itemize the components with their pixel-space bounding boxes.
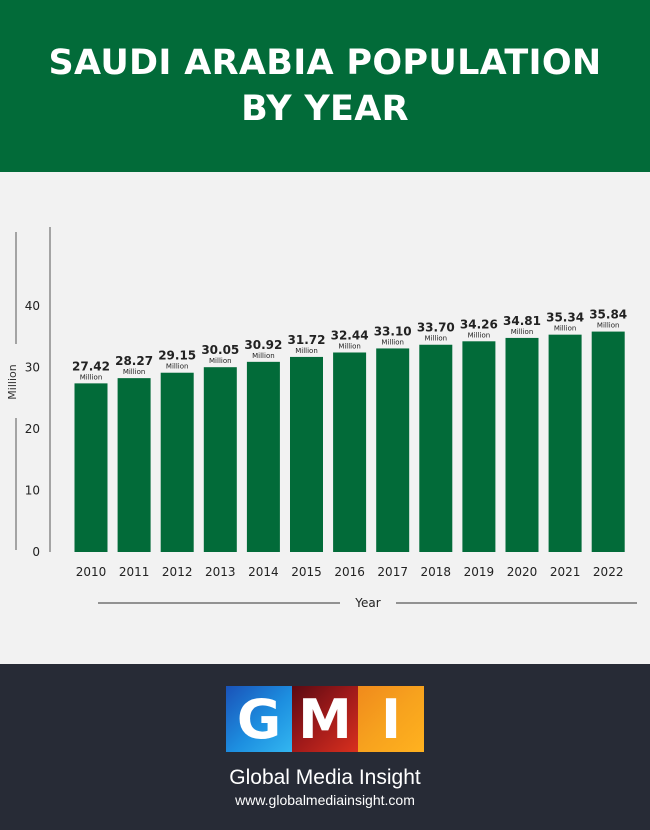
x-tick-label: 2019 bbox=[464, 565, 495, 579]
x-tick-label: 2010 bbox=[76, 565, 107, 579]
bar-unit-label: Million bbox=[80, 373, 103, 381]
x-tick-label: 2018 bbox=[421, 565, 452, 579]
x-tick-label: 2013 bbox=[205, 565, 236, 579]
bar bbox=[505, 337, 539, 552]
x-tick-label: 2020 bbox=[507, 565, 538, 579]
y-tick-label: 20 bbox=[25, 422, 40, 436]
bar bbox=[290, 356, 323, 552]
x-tick-label: 2014 bbox=[248, 565, 279, 579]
x-tick-label: 2022 bbox=[593, 565, 624, 579]
bar bbox=[591, 331, 625, 552]
logo-tile-i: I bbox=[358, 686, 424, 752]
bar-value-label: 33.10 bbox=[374, 324, 412, 338]
x-tick-label: 2012 bbox=[162, 565, 193, 579]
bar-unit-label: Million bbox=[166, 363, 189, 371]
bar bbox=[203, 367, 237, 552]
bar-value-label: 33.70 bbox=[417, 321, 455, 335]
bar bbox=[246, 361, 280, 552]
chart-area: Million 0 10 20 30 40 27.42 Million 2010 28.27 Mil… bbox=[0, 172, 650, 664]
bar-unit-label: Million bbox=[123, 368, 146, 376]
y-axis-title: Million bbox=[6, 364, 19, 399]
company-name: Global Media Insight bbox=[229, 766, 421, 789]
y-tick-label: 30 bbox=[25, 361, 40, 375]
x-tick-label: 2015 bbox=[291, 565, 322, 579]
bar-value-label: 28.27 bbox=[115, 354, 153, 368]
y-tick-label: 40 bbox=[25, 299, 40, 313]
bar-value-label: 30.92 bbox=[244, 338, 282, 352]
x-tick-label: 2017 bbox=[377, 565, 408, 579]
bar-value-label: 30.05 bbox=[201, 343, 239, 357]
bar bbox=[462, 341, 496, 552]
bar-unit-label: Million bbox=[554, 325, 577, 333]
bar-unit-label: Million bbox=[252, 352, 275, 360]
bar-unit-label: Million bbox=[338, 342, 361, 350]
bar-value-label: 35.34 bbox=[546, 311, 584, 325]
x-tick-label: 2016 bbox=[334, 565, 365, 579]
page-title: SAUDI ARABIA POPULATION BY YEAR bbox=[0, 40, 650, 132]
title-line-2: BY YEAR bbox=[241, 89, 409, 129]
bar-unit-label: Million bbox=[425, 335, 448, 343]
x-axis-title: Year bbox=[354, 596, 380, 610]
logo-tile-g: G bbox=[226, 686, 292, 752]
bar bbox=[548, 334, 582, 552]
bar bbox=[74, 383, 108, 552]
population-bar-chart: Million01020304027.42Million201028.27Mil… bbox=[6, 227, 637, 610]
y-tick-label: 0 bbox=[32, 545, 40, 559]
bar bbox=[419, 344, 453, 552]
bar-unit-label: Million bbox=[381, 338, 404, 346]
footer: G M I Global Media Insight www.globalmed… bbox=[0, 664, 650, 830]
x-tick-label: 2011 bbox=[119, 565, 150, 579]
bar-value-label: 34.26 bbox=[460, 317, 498, 331]
bar-unit-label: Million bbox=[295, 347, 318, 355]
bar-value-label: 35.84 bbox=[589, 308, 627, 322]
bar-value-label: 34.81 bbox=[503, 314, 541, 328]
bar-unit-label: Million bbox=[597, 322, 620, 330]
website-url: www.globalmediainsight.com bbox=[235, 792, 415, 808]
bar-unit-label: Million bbox=[209, 357, 232, 365]
bar-unit-label: Million bbox=[468, 331, 491, 339]
header-banner: SAUDI ARABIA POPULATION BY YEAR bbox=[0, 0, 650, 172]
bar-value-label: 31.72 bbox=[288, 333, 326, 347]
y-tick-label: 10 bbox=[25, 484, 40, 498]
bar-value-label: 29.15 bbox=[158, 349, 196, 363]
gmi-logo: G M I bbox=[226, 686, 424, 752]
bar-value-label: 27.42 bbox=[72, 359, 110, 373]
bar bbox=[117, 378, 151, 552]
bar-value-label: 32.44 bbox=[331, 328, 369, 342]
bar bbox=[160, 372, 194, 552]
bar bbox=[376, 348, 410, 552]
x-tick-label: 2021 bbox=[550, 565, 581, 579]
bar-unit-label: Million bbox=[511, 328, 534, 336]
title-line-1: SAUDI ARABIA POPULATION bbox=[48, 43, 602, 83]
logo-tile-m: M bbox=[292, 686, 358, 752]
bar bbox=[333, 352, 367, 552]
